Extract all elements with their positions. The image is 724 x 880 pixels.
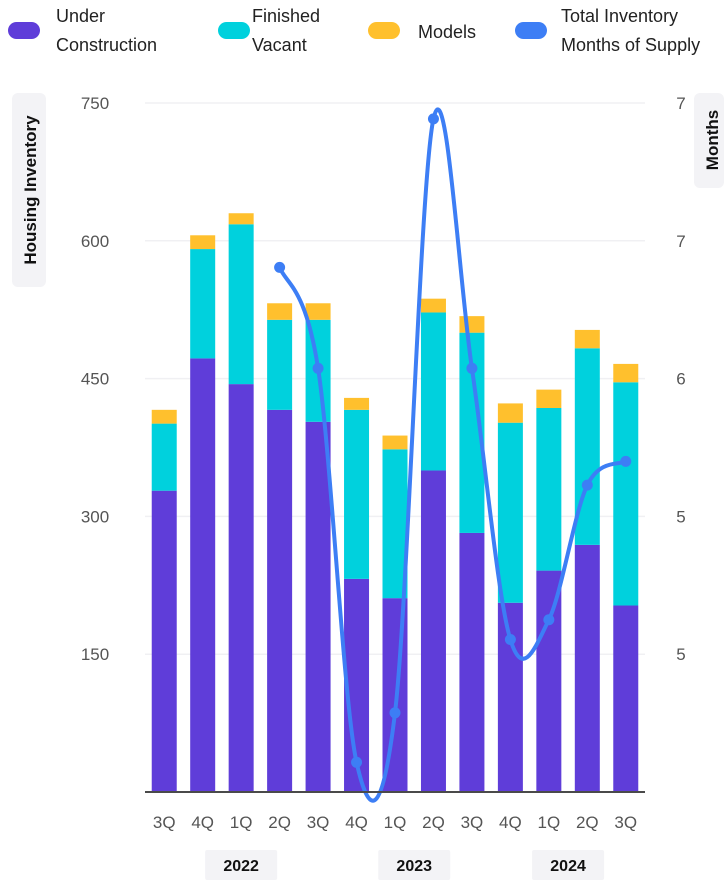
bar-segment	[267, 319, 293, 410]
x-tick-label: 4Q	[499, 813, 522, 832]
bar-segment	[344, 397, 370, 410]
bar-segment	[305, 303, 331, 320]
supply-line-point	[351, 756, 363, 768]
y2-tick-label: 7	[676, 94, 685, 113]
bar-segment	[497, 403, 523, 423]
bar-segment	[536, 389, 562, 408]
bar-segment	[497, 602, 523, 792]
supply-line-point	[389, 707, 401, 719]
bar-segment	[190, 249, 216, 359]
x-tick-label: 2Q	[422, 813, 445, 832]
y2-axis-title-bg	[694, 93, 724, 188]
legend-swatch	[368, 22, 400, 39]
supply-line-point	[274, 261, 286, 273]
legend-label: Total Inventory Months of Supply	[561, 6, 700, 55]
bar-segment	[574, 544, 600, 792]
x-tick-label: 1Q	[384, 813, 407, 832]
x-tick-label: 4Q	[345, 813, 368, 832]
bar-segment	[536, 407, 562, 571]
year-label-bg	[378, 850, 451, 880]
x-tick-label: 3Q	[307, 813, 330, 832]
x-tick-label: 2Q	[576, 813, 599, 832]
bar-segment	[305, 421, 331, 792]
supply-line-point	[504, 634, 516, 646]
y2-axis-title: Months	[703, 110, 722, 170]
bar-segment	[613, 363, 639, 383]
x-tick-label: 2Q	[268, 813, 291, 832]
axes: 150 5 300 5 450 6 600 7 750 7 3Q 4Q 1Q 2Q 3Q 4Q 1Q 2Q 3Q 4Q…	[12, 93, 724, 880]
supply-line-point	[581, 479, 593, 491]
x-tick-label: 1Q	[538, 813, 561, 832]
y-tick-label: 450	[81, 370, 109, 389]
bar-segment	[613, 605, 639, 792]
year-label: 2022	[223, 858, 259, 875]
bar-segment	[151, 490, 177, 792]
x-tick-label: 3Q	[461, 813, 484, 832]
y2-tick-label: 5	[676, 507, 685, 526]
bar-segment	[574, 329, 600, 349]
bar-segment	[497, 422, 523, 603]
bar-segment	[536, 570, 562, 792]
bar-segment	[228, 213, 254, 225]
supply-line-point	[427, 113, 439, 125]
x-tick-label: 3Q	[153, 813, 176, 832]
x-tick-label: 4Q	[191, 813, 214, 832]
bar-segment	[613, 382, 639, 606]
bar-segment	[267, 409, 293, 792]
y2-tick-label: 6	[676, 370, 685, 389]
bar-segment	[190, 358, 216, 792]
year-label: 2024	[550, 858, 586, 875]
legend-label: Under Construction	[56, 6, 157, 55]
year-label-bg	[205, 850, 278, 880]
legend: Under Construction Finished Vacant Models Tot…	[8, 6, 700, 55]
bar-segment	[228, 384, 254, 792]
bar-segment	[344, 409, 370, 579]
supply-line-point	[312, 362, 324, 374]
supply-line-point	[466, 362, 478, 374]
bar-segment	[267, 303, 293, 320]
grid-lines	[145, 102, 645, 655]
legend-swatch	[515, 22, 547, 39]
legend-swatch	[8, 22, 40, 39]
bar-segment	[151, 423, 177, 491]
y2-tick-label: 7	[676, 232, 685, 251]
legend-swatch	[218, 22, 250, 39]
x-tick-label: 3Q	[614, 813, 637, 832]
bar-segment	[151, 409, 177, 424]
x-tick-label: 1Q	[230, 813, 253, 832]
bar-segment	[228, 224, 254, 385]
bar-segment	[382, 435, 408, 450]
bar-segment	[420, 470, 446, 792]
y2-tick-label: 5	[676, 645, 685, 664]
legend-label: Models	[418, 22, 476, 42]
bar-segment	[459, 532, 485, 792]
y-tick-label: 600	[81, 232, 109, 251]
bar-segment	[459, 316, 485, 333]
y-axis-title: Housing Inventory	[21, 115, 40, 265]
year-label: 2023	[396, 858, 432, 875]
supply-line-point	[543, 614, 555, 626]
bar-segment	[420, 298, 446, 313]
legend-label: Finished Vacant	[252, 6, 320, 55]
supply-line-path	[277, 107, 628, 803]
y-tick-label: 300	[81, 507, 109, 526]
bar-segment	[190, 235, 216, 250]
supply-line-point	[620, 455, 632, 467]
y-tick-label: 750	[81, 94, 109, 113]
y-tick-label: 150	[81, 645, 109, 664]
bar-segment	[420, 312, 446, 471]
year-label-bg	[532, 850, 605, 880]
y-axis-title-bg	[12, 93, 46, 287]
months-of-supply-line	[274, 107, 632, 803]
